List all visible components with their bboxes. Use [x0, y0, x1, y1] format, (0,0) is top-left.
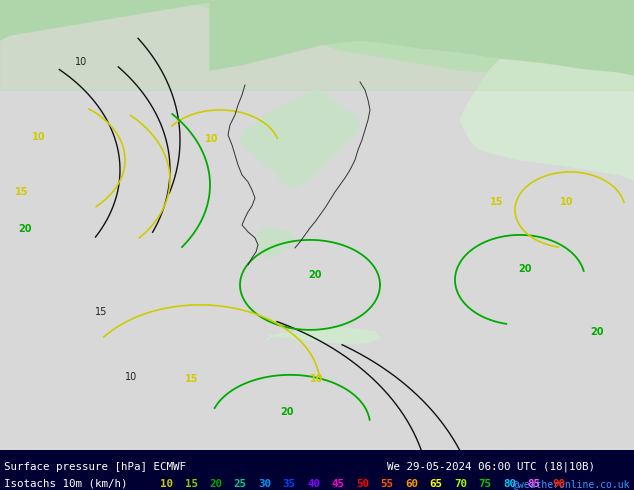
- Text: 50: 50: [356, 479, 369, 489]
- Text: 20: 20: [209, 479, 222, 489]
- Text: 25: 25: [233, 479, 247, 489]
- Text: 55: 55: [380, 479, 394, 489]
- Text: 10: 10: [205, 134, 219, 144]
- Text: 10: 10: [75, 57, 87, 67]
- Text: 45: 45: [332, 479, 344, 489]
- Text: We 29-05-2024 06:00 UTC (18|10B): We 29-05-2024 06:00 UTC (18|10B): [387, 462, 595, 472]
- Text: 20: 20: [18, 224, 32, 234]
- Polygon shape: [255, 228, 295, 258]
- Polygon shape: [268, 328, 380, 344]
- Polygon shape: [240, 90, 360, 188]
- Text: 15: 15: [184, 479, 198, 489]
- Text: 60: 60: [405, 479, 418, 489]
- Text: 10: 10: [32, 132, 46, 142]
- Polygon shape: [0, 0, 634, 75]
- Text: 20: 20: [518, 264, 531, 274]
- Text: 15: 15: [185, 374, 198, 384]
- Polygon shape: [0, 0, 634, 90]
- Polygon shape: [460, 0, 634, 180]
- Text: 30: 30: [258, 479, 271, 489]
- Text: 20: 20: [280, 407, 294, 417]
- Text: 15: 15: [95, 307, 107, 317]
- Text: 85: 85: [527, 479, 541, 489]
- Text: 75: 75: [479, 479, 491, 489]
- Text: 15: 15: [15, 187, 29, 197]
- Text: 10: 10: [310, 374, 323, 384]
- Text: 35: 35: [283, 479, 295, 489]
- Text: 65: 65: [429, 479, 443, 489]
- Text: 70: 70: [454, 479, 467, 489]
- Text: Isotachs 10m (km/h): Isotachs 10m (km/h): [4, 479, 127, 489]
- Text: 80: 80: [503, 479, 516, 489]
- Text: 40: 40: [307, 479, 320, 489]
- Text: 10: 10: [560, 197, 574, 207]
- Text: 15: 15: [490, 197, 503, 207]
- Polygon shape: [0, 0, 634, 90]
- Text: 90: 90: [552, 479, 565, 489]
- Text: Surface pressure [hPa] ECMWF: Surface pressure [hPa] ECMWF: [4, 462, 186, 472]
- Text: 20: 20: [308, 270, 321, 280]
- Text: @weatheronline.co.uk: @weatheronline.co.uk: [512, 479, 630, 489]
- Text: 10: 10: [125, 372, 137, 382]
- Text: 20: 20: [590, 327, 604, 337]
- Text: 10: 10: [160, 479, 173, 489]
